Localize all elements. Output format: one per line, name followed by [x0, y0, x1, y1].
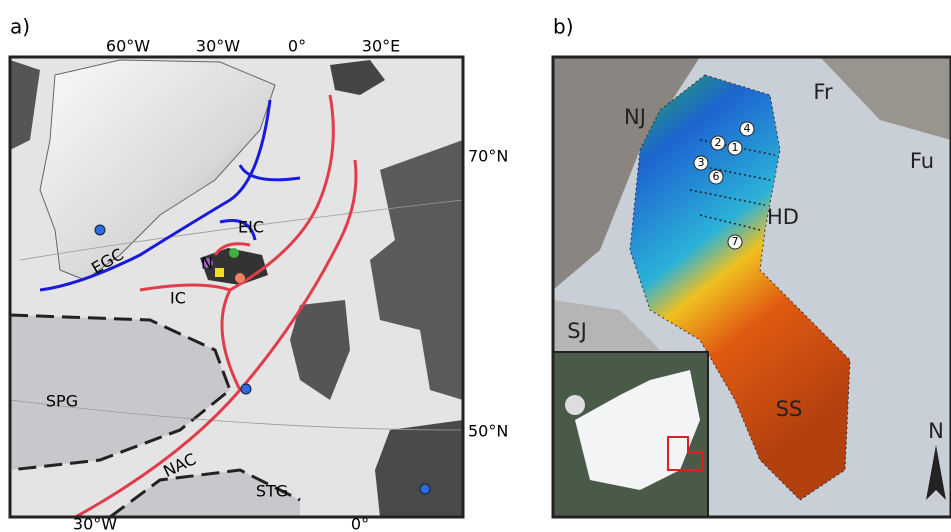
- current-label: IC: [170, 289, 186, 308]
- current-label: EIC: [238, 218, 264, 237]
- current-label: N: [201, 254, 213, 273]
- region-label: SJ: [567, 319, 587, 343]
- region-label: NJ: [624, 105, 646, 129]
- north-arrow-label: N: [928, 419, 944, 443]
- map-a: [10, 57, 463, 520]
- site-label: 7: [732, 235, 739, 248]
- longitude-label: 0°: [351, 515, 369, 532]
- panel-label: a): [10, 15, 30, 39]
- site-label: 1: [732, 141, 739, 154]
- panel-label: b): [553, 15, 574, 39]
- longitude-label: 30°E: [362, 37, 400, 56]
- region-label: Fr: [813, 80, 833, 104]
- region-label: Fu: [910, 149, 934, 173]
- latitude-label: 50°N: [468, 422, 508, 441]
- gyre-label: SPG: [46, 392, 78, 411]
- figure: a) 60°W 30°W 0° 30°E 30°W: [0, 0, 951, 532]
- site-label: 6: [713, 170, 720, 183]
- site-label: 3: [698, 156, 705, 169]
- region-label: SS: [776, 397, 803, 421]
- region-label: HD: [767, 205, 799, 229]
- longitude-label: 30°W: [196, 37, 240, 56]
- longitude-label: 0°: [288, 37, 306, 56]
- gyre-label: STG: [256, 482, 288, 501]
- site-label: 2: [715, 136, 722, 149]
- longitude-label: 60°W: [106, 37, 150, 56]
- longitude-label: 30°W: [73, 515, 117, 532]
- site-label: 4: [744, 122, 751, 135]
- latitude-label: 70°N: [468, 147, 508, 166]
